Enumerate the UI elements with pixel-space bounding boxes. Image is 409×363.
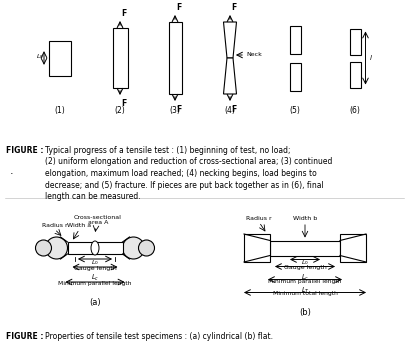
Circle shape xyxy=(45,237,67,259)
Bar xyxy=(270,241,340,256)
Text: F: F xyxy=(177,3,182,12)
Text: length can be measured.: length can be measured. xyxy=(45,192,141,201)
Text: F: F xyxy=(231,105,237,114)
Text: $L_0$: $L_0$ xyxy=(91,258,99,267)
Bar xyxy=(290,25,301,53)
Text: (a): (a) xyxy=(89,298,101,307)
Text: Minimum parallel length: Minimum parallel length xyxy=(268,278,342,284)
Text: l: l xyxy=(369,55,371,61)
Text: Radius r: Radius r xyxy=(246,216,272,221)
Text: $L_c$: $L_c$ xyxy=(301,273,309,283)
Text: FIGURE :: FIGURE : xyxy=(6,332,43,341)
Text: Gauge length: Gauge length xyxy=(283,265,326,270)
Text: F: F xyxy=(121,8,127,17)
Text: Width b: Width b xyxy=(293,216,317,221)
Text: Width a: Width a xyxy=(67,223,92,228)
Text: (1): (1) xyxy=(55,106,65,114)
Text: (2) uniform elongation and reduction of cross-sectional area; (3) continued: (2) uniform elongation and reduction of … xyxy=(45,158,333,167)
Text: Minimum parallel length: Minimum parallel length xyxy=(58,281,132,286)
Ellipse shape xyxy=(91,241,99,255)
Text: elongation, maximum load reached; (4) necking begins, load begins to: elongation, maximum load reached; (4) ne… xyxy=(45,169,317,178)
Polygon shape xyxy=(223,22,236,58)
Text: Minimum total length: Minimum total length xyxy=(272,291,337,297)
Text: (6): (6) xyxy=(350,106,360,114)
Bar xyxy=(49,41,71,76)
Text: Typical progress of a tensile test : (1) beginning of test, no load;: Typical progress of a tensile test : (1)… xyxy=(45,146,290,155)
Text: (2): (2) xyxy=(115,106,126,114)
Text: $L_0$: $L_0$ xyxy=(36,53,44,61)
Text: Cross-sectional: Cross-sectional xyxy=(74,215,122,220)
Bar xyxy=(244,234,270,262)
Text: Properties of tensile test specimens : (a) cylindrical (b) flat.: Properties of tensile test specimens : (… xyxy=(45,332,273,341)
Text: area A: area A xyxy=(88,220,108,225)
Bar xyxy=(290,62,301,90)
Text: FIGURE :: FIGURE : xyxy=(6,146,43,155)
Text: F: F xyxy=(177,105,182,114)
Text: $L_c$: $L_c$ xyxy=(91,273,99,283)
Text: $L_T$: $L_T$ xyxy=(301,286,309,296)
Circle shape xyxy=(139,240,155,256)
Text: decrease; and (5) fracture. If pieces are put back together as in (6), final: decrease; and (5) fracture. If pieces ar… xyxy=(45,180,324,189)
Bar xyxy=(112,28,128,88)
Text: (b): (b) xyxy=(299,307,311,317)
Text: F: F xyxy=(231,3,237,12)
Text: Gauge length: Gauge length xyxy=(74,266,117,271)
Circle shape xyxy=(123,237,144,259)
Text: $L_0$: $L_0$ xyxy=(301,258,309,268)
Polygon shape xyxy=(223,58,236,94)
Bar xyxy=(340,234,366,262)
Text: F: F xyxy=(121,98,127,107)
Bar xyxy=(350,61,360,87)
Text: Neck: Neck xyxy=(246,53,262,57)
Bar xyxy=(169,22,182,94)
Text: ·: · xyxy=(10,169,13,179)
Bar xyxy=(350,29,360,54)
Circle shape xyxy=(36,240,52,256)
Text: (4): (4) xyxy=(225,106,236,114)
Text: Radius r: Radius r xyxy=(42,223,67,228)
Text: (3): (3) xyxy=(170,106,180,114)
Text: (5): (5) xyxy=(290,106,301,114)
Bar xyxy=(67,242,123,254)
